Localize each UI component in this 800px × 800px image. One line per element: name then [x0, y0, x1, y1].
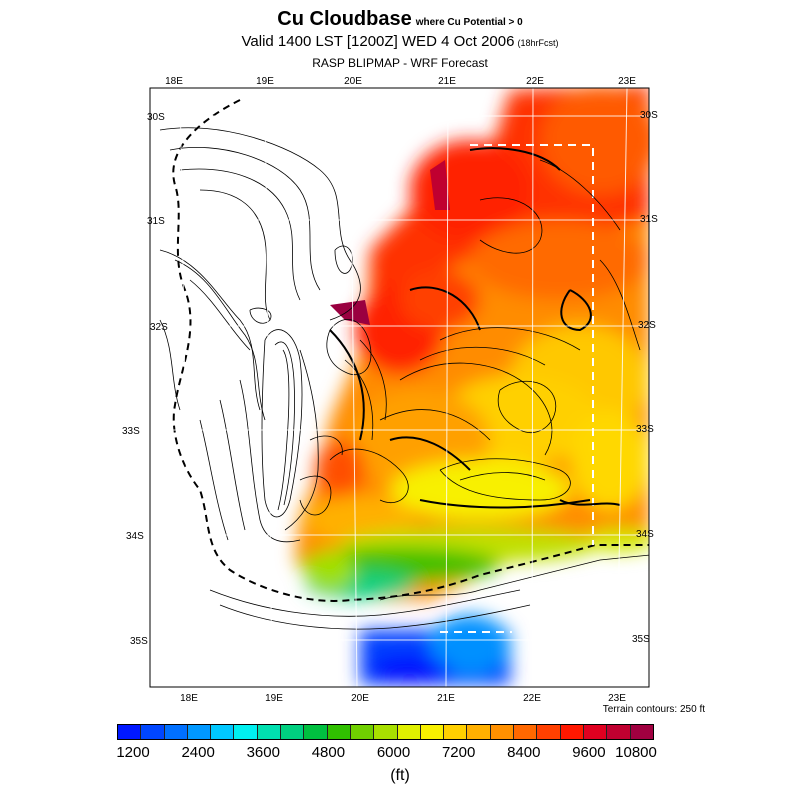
colorbar-swatch [490, 725, 515, 739]
map-frame [149, 87, 650, 688]
colorbar-swatch [420, 725, 445, 739]
colorbar-swatch [374, 725, 398, 739]
lon-label-bottom: 21E [437, 693, 455, 704]
lon-label-bottom: 23E [608, 693, 626, 704]
map-plot-area [150, 88, 649, 687]
lon-label-top: 20E [344, 76, 362, 87]
colorbar-swatch [537, 725, 561, 739]
region-box [440, 144, 594, 633]
lon-label-bottom: 18E [180, 693, 198, 704]
coastline [172, 99, 649, 602]
title-line-2: Valid 1400 LST [1200Z] WED 4 Oct 2006 (18… [0, 33, 800, 50]
colorbar-swatch [630, 725, 653, 739]
colorbar-tick-label: 8400 [507, 744, 541, 761]
map-title: Cu Cloudbase [277, 8, 412, 30]
lat-label-left: 34S [126, 531, 144, 542]
colorbar-tick-label: 6000 [376, 744, 411, 761]
source-label: RASP BLIPMAP - WRF Forecast [312, 56, 488, 70]
colorbar-tick-label: 4800 [311, 744, 346, 761]
colorbar-swatch [327, 725, 351, 739]
colorbar-tick-label: 3600 [246, 744, 280, 761]
title-qualifier: where Cu Potential > 0 [415, 17, 523, 28]
colorbar-swatch [583, 725, 608, 739]
lon-label-bottom: 19E [265, 693, 283, 704]
colorbar-swatch [257, 725, 282, 739]
colorbar-swatch [187, 725, 212, 739]
colorbar-swatch [234, 725, 258, 739]
terrain-contour-note: Terrain contours: 250 ft [602, 704, 705, 715]
lon-label-top: 18E [165, 76, 183, 87]
lon-labels-top: 18E 19E 20E 21E 22E 23E [165, 76, 636, 87]
lat-label-left: 32S [150, 322, 168, 333]
lat-label-left: 31S [147, 216, 165, 227]
lon-labels-bottom: 18E 19E 20E 21E 22E 23E [180, 693, 626, 704]
colorbar-swatch [118, 725, 142, 739]
colorbar-swatch [607, 725, 631, 739]
colorbar-swatch [211, 725, 235, 739]
colorbar-tick-label: 1200 [116, 744, 150, 761]
lon-label-top: 19E [256, 76, 274, 87]
colorbar-swatch [514, 725, 538, 739]
thick-contours [329, 147, 621, 509]
lat-label-right: 31S [640, 214, 658, 225]
lat-label-left: 30S [147, 112, 165, 123]
lon-label-top: 23E [618, 76, 636, 87]
colorbar-swatch [164, 725, 188, 739]
colorbar-swatch [560, 725, 584, 739]
colorbar-swatch [281, 725, 305, 739]
colorbar-swatch [304, 725, 328, 739]
colorbar-swatch [444, 725, 468, 739]
valid-time: Valid 1400 LST [1200Z] WED 4 Oct 2006 [241, 33, 515, 50]
lat-label-right: 30S [640, 110, 658, 121]
lat-label-right: 35S [632, 634, 650, 645]
colorbar-tick-label: 9600 [572, 744, 606, 761]
cloudbase-field [295, 88, 649, 685]
colorbar-tick-label: 2400 [181, 744, 215, 761]
lat-label-right: 33S [636, 424, 654, 435]
lon-label-top: 22E [526, 76, 544, 87]
terrain-contours [159, 127, 649, 630]
colorbar-tick-label: 10800 [615, 744, 657, 761]
colorbar-swatch [350, 725, 375, 739]
colorbar-swatch [397, 725, 421, 739]
forecast-hour: (18hrFcst) [517, 38, 559, 48]
lat-labels-right: 30S 31S 32S 33S 34S 35S [632, 110, 658, 645]
lat-label-left: 35S [130, 636, 148, 647]
colorbar-units: (ft) [390, 767, 410, 784]
lon-label-top: 21E [438, 76, 456, 87]
lon-label-bottom: 22E [523, 693, 541, 704]
lat-labels-left: 30S 31S 32S 33S 34S 35S [122, 112, 168, 647]
lat-label-right: 32S [638, 320, 656, 331]
colorbar-swatch [467, 725, 491, 739]
lat-label-right: 34S [636, 529, 654, 540]
title-line-1: Cu Cloudbase where Cu Potential > 0 [0, 8, 800, 31]
colorbar-swatch [141, 725, 165, 739]
lat-label-left: 33S [122, 426, 140, 437]
lat-lon-grid [150, 88, 649, 687]
lon-label-bottom: 20E [351, 693, 369, 704]
colorbar [117, 724, 654, 740]
colorbar-tick-label: 7200 [441, 744, 476, 761]
